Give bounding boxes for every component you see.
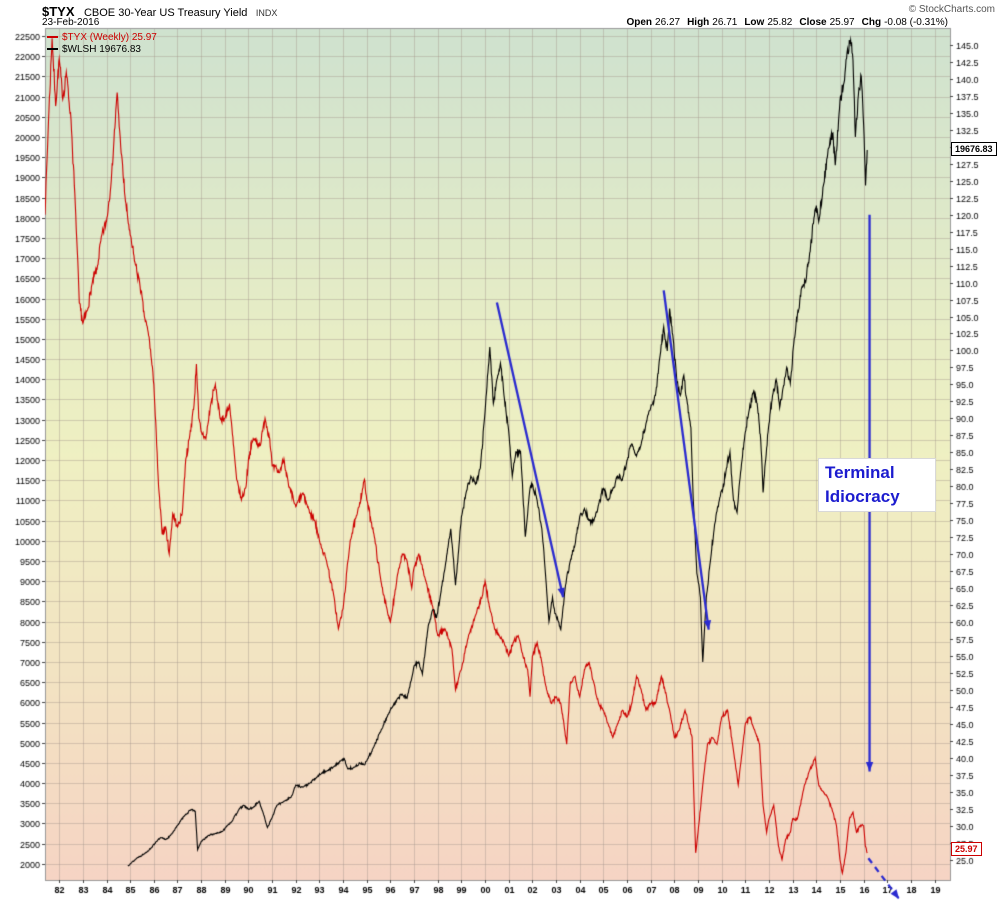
copyright-watermark: © StockCharts.com — [908, 4, 995, 15]
wlsh-line-icon — [47, 48, 58, 51]
open-label: Open — [626, 17, 653, 28]
chart-header: $TYX CBOE 30-Year US Treasury Yield INDX — [42, 3, 277, 21]
wlsh-last-price-tag: 19676.83 — [951, 142, 997, 156]
close-label: Close — [799, 17, 827, 28]
close-value: 25.97 — [829, 17, 855, 28]
terminal-annotation-line1: Terminal — [825, 463, 895, 482]
legend-tyx-label: $TYX (Weekly) 25.97 — [62, 32, 157, 43]
legend-item-wlsh: $WLSH 19676.83 — [47, 44, 157, 56]
change-label: Chg — [861, 17, 882, 28]
chart-title: CBOE 30-Year US Treasury Yield — [83, 7, 248, 19]
quote-strip: Open 26.27 High 26.71 Low 25.82 Close 25.97 Chg -… — [626, 17, 948, 28]
terminal-idiocracy-annotation: Terminal Idiocracy — [818, 458, 936, 512]
symbol-label: $TYX — [42, 4, 75, 19]
terminal-annotation-line2: Idiocracy — [825, 487, 900, 506]
tyx-last-price-tag: 25.97 — [951, 842, 982, 856]
low-label: Low — [744, 17, 765, 28]
open-value: 26.27 — [655, 17, 681, 28]
change-value: -0.08 (-0.31%) — [884, 17, 948, 28]
high-value: 26.71 — [712, 17, 738, 28]
tyx-line-icon — [47, 36, 58, 39]
legend-wlsh-label: $WLSH 19676.83 — [62, 44, 141, 55]
legend: $TYX (Weekly) 25.97 $WLSH 19676.83 — [47, 32, 157, 56]
chart-date: 23-Feb-2016 — [42, 17, 100, 28]
high-label: High — [687, 17, 710, 28]
exchange-label: INDX — [255, 8, 278, 18]
legend-item-tyx: $TYX (Weekly) 25.97 — [47, 32, 157, 44]
low-value: 25.82 — [767, 17, 793, 28]
